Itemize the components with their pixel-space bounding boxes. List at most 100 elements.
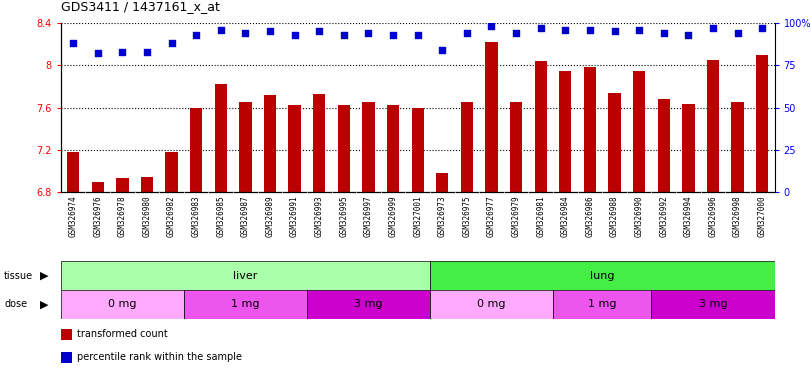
Text: GSM326987: GSM326987 (241, 195, 250, 237)
Bar (61, 352, 72, 362)
Text: GSM326977: GSM326977 (487, 195, 496, 237)
Text: GSM326990: GSM326990 (635, 195, 644, 237)
Text: GSM326993: GSM326993 (315, 195, 324, 237)
Bar (307, 290, 430, 319)
Bar (337, 105, 350, 192)
Point (706, 25, 719, 31)
Bar (61, 329, 72, 339)
Text: 3 mg: 3 mg (699, 299, 727, 310)
Text: transformed count: transformed count (76, 329, 167, 339)
Point (190, 32, 203, 38)
Point (756, 25, 769, 31)
Bar (430, 290, 553, 319)
Point (239, 30, 252, 36)
Bar (289, 105, 301, 192)
Text: GSM326997: GSM326997 (364, 195, 373, 237)
Point (534, 25, 547, 31)
Text: GSM326999: GSM326999 (388, 195, 397, 237)
Text: GSM326984: GSM326984 (561, 195, 570, 237)
Text: GSM326998: GSM326998 (733, 195, 742, 237)
Text: ▶: ▶ (41, 270, 49, 281)
Bar (553, 290, 651, 319)
Point (657, 30, 670, 36)
Bar (756, 55, 768, 192)
Text: GSM326983: GSM326983 (191, 195, 200, 237)
Text: 1 mg: 1 mg (588, 299, 616, 310)
Text: GSM326989: GSM326989 (265, 195, 274, 237)
Point (633, 27, 646, 33)
Text: GSM326982: GSM326982 (167, 195, 176, 237)
Bar (651, 290, 775, 319)
Text: 0 mg: 0 mg (477, 299, 506, 310)
Text: liver: liver (234, 270, 258, 281)
Text: percentile rank within the sample: percentile rank within the sample (76, 352, 242, 362)
Bar (584, 67, 596, 192)
Bar (363, 102, 375, 192)
Text: GSM326985: GSM326985 (217, 195, 225, 237)
Point (682, 32, 695, 38)
Text: GSM326986: GSM326986 (586, 195, 594, 237)
Text: GSM326995: GSM326995 (339, 195, 349, 237)
Bar (92, 182, 104, 192)
Point (731, 30, 744, 36)
Bar (116, 178, 128, 192)
Bar (658, 99, 670, 192)
Bar (239, 102, 251, 192)
Point (461, 30, 474, 36)
Point (608, 28, 621, 35)
Bar (430, 261, 775, 290)
Bar (510, 102, 522, 192)
Point (165, 40, 178, 46)
Point (436, 47, 448, 53)
Text: GSM326988: GSM326988 (610, 195, 619, 237)
Bar (165, 152, 178, 192)
Bar (264, 95, 277, 192)
Bar (559, 71, 572, 192)
Text: GSM326976: GSM326976 (93, 195, 102, 237)
Point (264, 28, 277, 35)
Bar (707, 60, 719, 192)
Point (509, 30, 522, 36)
Text: GSM326973: GSM326973 (438, 195, 447, 237)
Bar (682, 104, 694, 192)
Bar (215, 84, 227, 192)
Text: GSM326981: GSM326981 (536, 195, 545, 237)
Bar (633, 71, 646, 192)
Text: dose: dose (4, 299, 28, 310)
Point (288, 32, 301, 38)
Bar (61, 261, 430, 290)
Text: GSM326992: GSM326992 (659, 195, 668, 237)
Point (116, 49, 129, 55)
Bar (732, 102, 744, 192)
Text: GSM327000: GSM327000 (757, 195, 766, 237)
Text: GSM326978: GSM326978 (118, 195, 127, 237)
Text: 3 mg: 3 mg (354, 299, 383, 310)
Text: GSM326994: GSM326994 (684, 195, 693, 237)
Text: 1 mg: 1 mg (231, 299, 260, 310)
Text: tissue: tissue (4, 270, 33, 281)
Point (362, 30, 375, 36)
Text: lung: lung (590, 270, 615, 281)
Bar (461, 102, 473, 192)
Bar (411, 108, 424, 192)
Text: GSM326980: GSM326980 (143, 195, 152, 237)
Text: GSM326979: GSM326979 (512, 195, 521, 237)
Bar (436, 173, 448, 192)
Bar (184, 290, 307, 319)
Point (583, 27, 596, 33)
Text: GSM326991: GSM326991 (290, 195, 299, 237)
Text: GSM326996: GSM326996 (709, 195, 718, 237)
Text: ▶: ▶ (41, 299, 49, 310)
Point (387, 32, 400, 38)
Bar (61, 290, 184, 319)
Bar (313, 94, 325, 192)
Point (337, 32, 350, 38)
Text: GDS3411 / 1437161_x_at: GDS3411 / 1437161_x_at (61, 0, 220, 13)
Point (67, 40, 79, 46)
Point (92, 50, 105, 56)
Text: 0 mg: 0 mg (108, 299, 136, 310)
Bar (141, 177, 153, 192)
Bar (608, 93, 620, 192)
Point (559, 27, 572, 33)
Bar (190, 108, 202, 192)
